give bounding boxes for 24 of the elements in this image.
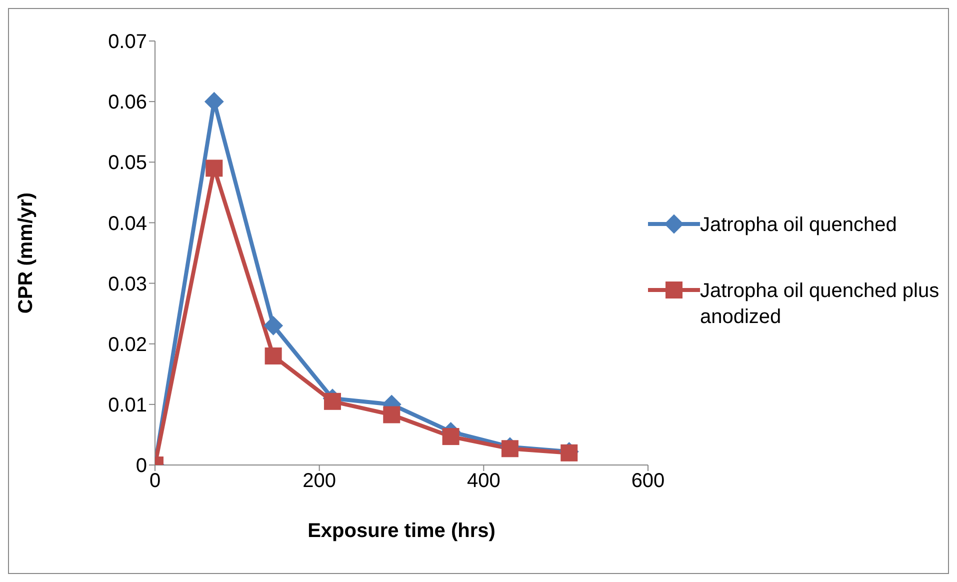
point: [560, 444, 578, 462]
point: [501, 440, 518, 458]
x-tick-label: 200: [302, 470, 336, 492]
x-tick-label: 400: [466, 470, 500, 492]
legend-label: Jatropha oil quenched: [700, 213, 898, 238]
point: [442, 428, 460, 446]
y-tick-label: 0.05: [108, 152, 147, 174]
y-tick-label: 0.01: [108, 394, 147, 417]
x-tick-label: 600: [631, 470, 665, 492]
point: [383, 406, 400, 424]
y-tick-label: 0.03: [108, 273, 147, 296]
y-tick-label: 0.02: [108, 334, 147, 356]
y-tick-label: 0.06: [108, 92, 147, 114]
point: [206, 160, 223, 177]
y-tick-label: 0: [136, 455, 147, 478]
legend-label: Jatropha oil quenched plus anodized: [700, 279, 940, 330]
x-tick-label: 0: [149, 470, 161, 492]
point: [264, 316, 283, 336]
y-tick-label: 0.04: [108, 212, 147, 235]
y-tick-label: 0.07: [108, 31, 147, 54]
y-axis-title: CPR (mm/yr): [15, 192, 38, 314]
point: [264, 347, 282, 364]
x-axis-title: Exposure time (hrs): [308, 520, 496, 542]
point: [324, 392, 341, 410]
